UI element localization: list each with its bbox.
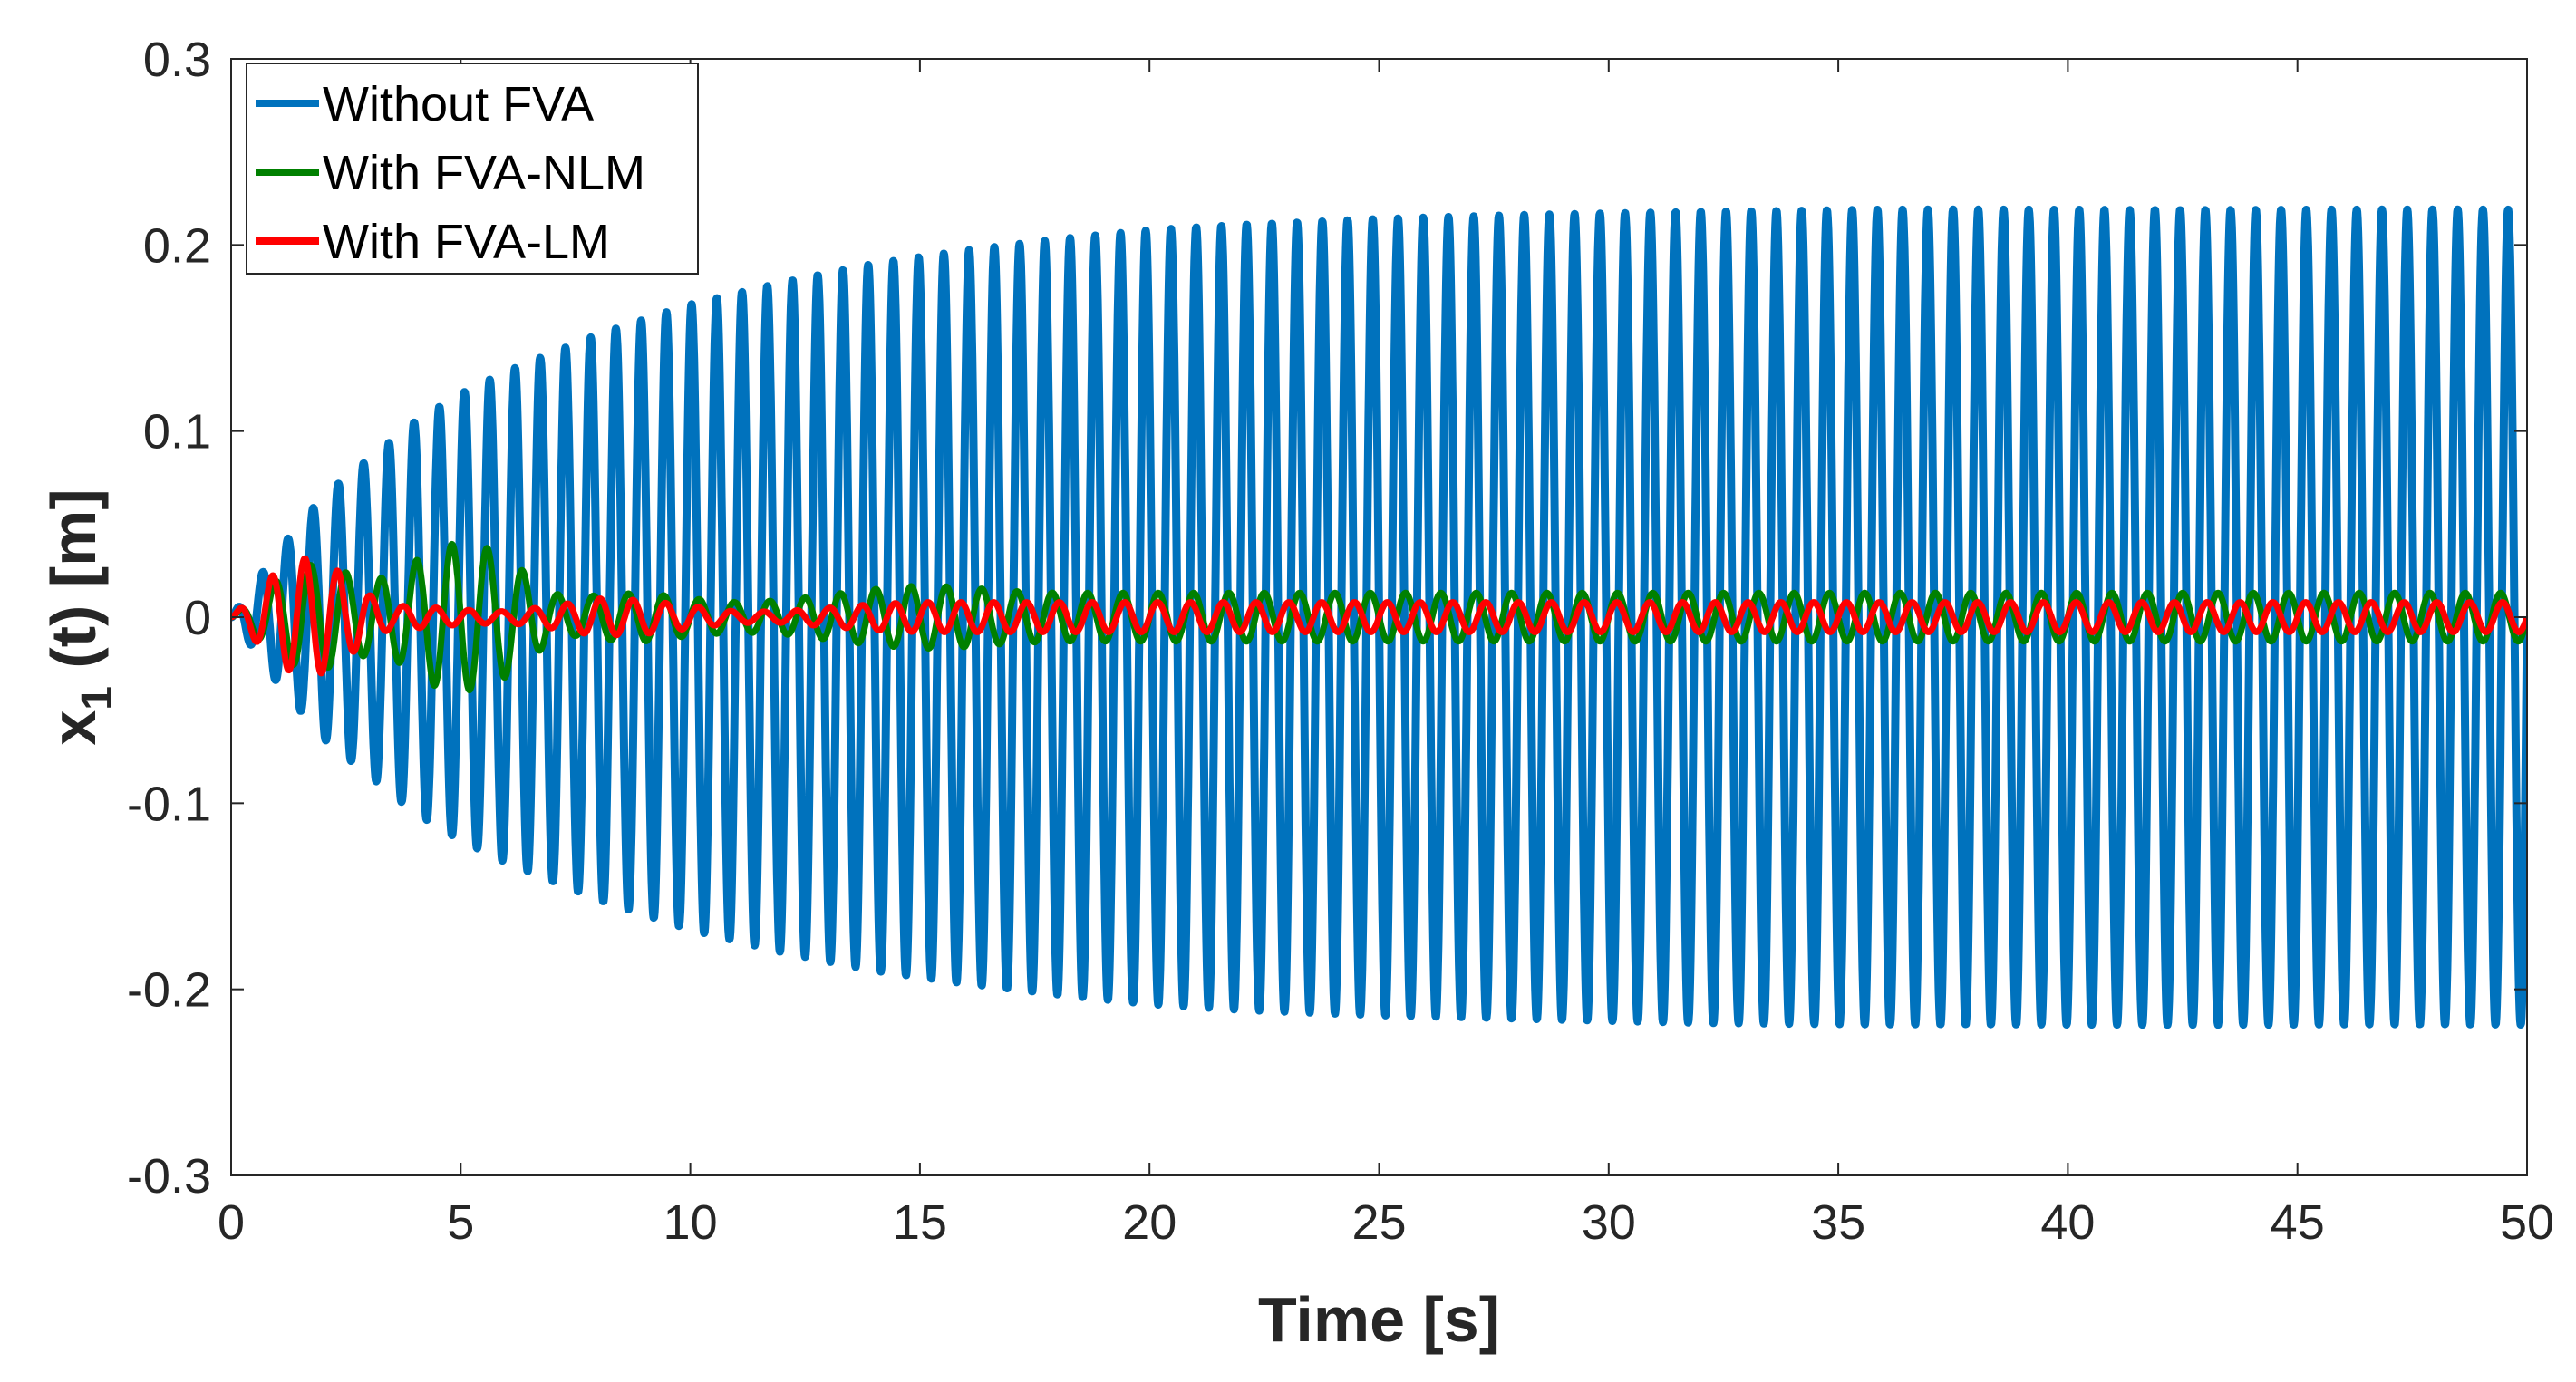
- legend-label-with-fva-lm: With FVA-LM: [323, 215, 610, 269]
- x-tick-label: 20: [1122, 1195, 1177, 1250]
- y-axis-label-subscript: 1: [73, 686, 121, 710]
- x-tick-label: 5: [447, 1195, 474, 1250]
- series-line-with-fva-lm: [231, 555, 2527, 677]
- legend-box: [246, 63, 699, 275]
- x-tick-label: 35: [1811, 1195, 1865, 1250]
- x-tick-label: 10: [663, 1195, 718, 1250]
- x-tick-label: 15: [893, 1195, 947, 1250]
- ticks-layer: 0 5 10 15 20 25 30 35 40 45 50 -0.3 -0.2 -0.1 0 0.1 0.2 0…: [127, 33, 2554, 1250]
- y-axis-label-main: x: [38, 710, 109, 746]
- y-tick-label: 0: [184, 591, 211, 645]
- x-tick-label: 45: [2271, 1195, 2325, 1250]
- x-axis-label: Time [s]: [1258, 1284, 1500, 1355]
- x-tick-label: 40: [2040, 1195, 2095, 1250]
- x-tick-label: 30: [1582, 1195, 1636, 1250]
- legend-label-without-fva: Without FVA: [323, 77, 594, 131]
- y-tick-label: 0.2: [143, 218, 211, 273]
- y-axis-label-rest: (t) [m]: [38, 488, 109, 686]
- y-tick-label: -0.1: [127, 777, 211, 831]
- y-tick-label: 0.1: [143, 405, 211, 459]
- legend-label-with-fva-nlm: With FVA-NLM: [323, 146, 645, 200]
- y-tick-label: -0.3: [127, 1149, 211, 1203]
- x-tick-label: 25: [1351, 1195, 1406, 1250]
- x-tick-label: 50: [2500, 1195, 2554, 1250]
- y-tick-label: -0.2: [127, 963, 211, 1018]
- legend: Without FVA With FVA-NLM With FVA-LM: [246, 63, 699, 275]
- x-tick-label: 0: [218, 1195, 245, 1250]
- y-tick-label: 0.3: [143, 33, 211, 87]
- series-layer: [231, 205, 2527, 1029]
- y-axis-label: x1 (t) [m]: [38, 488, 121, 745]
